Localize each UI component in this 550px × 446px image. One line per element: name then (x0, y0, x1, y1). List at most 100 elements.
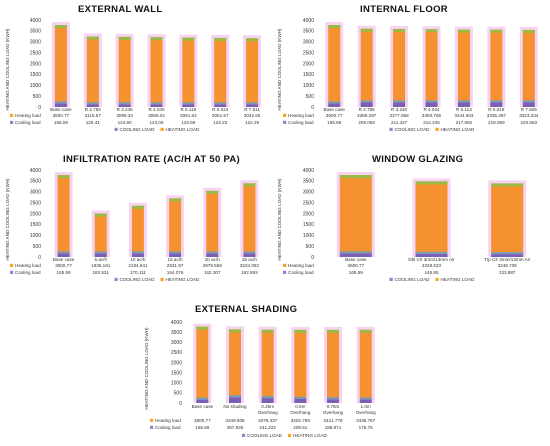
category-label: 5 ac/h (94, 257, 107, 262)
bar-cooling-load (243, 253, 256, 257)
bar-top-cap (246, 38, 259, 42)
bar-cooling-load (261, 398, 274, 403)
legend-cooling-swatch (114, 127, 118, 131)
bar-top-cap (393, 28, 406, 32)
bar-heating-load (182, 37, 195, 105)
bar-top-cap (425, 29, 438, 33)
bar-cooling-strip (206, 251, 219, 254)
bar-cooling-load (415, 253, 448, 257)
y-tick-label: 500 (33, 94, 42, 100)
legend-cooling-label: COOLING LOAD (395, 277, 431, 282)
bar-heating-load (327, 329, 339, 400)
y-tick-label: 1500 (303, 222, 314, 228)
y-tick-label: 1000 (303, 233, 314, 239)
bar-heating-load (131, 205, 144, 254)
cooling-row-marker (150, 425, 154, 429)
cooling-row-label: Cooling load (15, 270, 41, 275)
bar-heating-load (425, 29, 438, 103)
cooling-value-label: 209.092 (358, 120, 375, 125)
bar-cooling-load (246, 104, 259, 107)
bar-top-cap (182, 37, 195, 41)
category-label: R 2.794 (85, 107, 102, 112)
legend-heating-label: HEATING LOAD (166, 127, 201, 132)
category-label: No shading (223, 404, 247, 409)
y-tick-label: 1500 (30, 72, 41, 78)
heating-value-label: 3600.77 (326, 113, 343, 118)
heating-value-label: 3085.04 (148, 113, 165, 118)
bar-cooling-load (491, 254, 524, 257)
cooling-value-label: 122.29 (245, 120, 259, 125)
cooling-row-marker (10, 270, 14, 274)
y-tick-label: 1000 (303, 83, 314, 89)
bar-heating-load (360, 28, 373, 103)
bar-top-cap (54, 25, 67, 29)
legend-heating-swatch (435, 277, 439, 281)
y-tick-label: 2500 (303, 50, 314, 56)
bar-cooling-strip (359, 397, 372, 400)
category-label: Base case (192, 404, 214, 409)
bar-cooling-load (522, 102, 535, 107)
legend-heating-swatch (288, 433, 292, 437)
bar-cooling-strip (229, 395, 241, 398)
bar-top-cap (131, 205, 144, 209)
cooling-value-label: 214.245 (423, 120, 440, 125)
bar-heating-load (54, 25, 67, 104)
bar-cooling-load (327, 399, 339, 403)
heating-value-label: 3115.57 (85, 113, 102, 118)
category-label: R 4.034 (423, 107, 440, 112)
bar-top-cap (243, 183, 256, 187)
bar-cooling-load (196, 399, 209, 403)
bar-cooling-strip (457, 100, 470, 103)
y-tick-label: 2000 (171, 360, 182, 366)
heating-value-label: 3248.739 (498, 263, 518, 268)
y-tick-label: 3500 (30, 179, 41, 185)
cooling-value-label: 123.05 (149, 120, 163, 125)
chart-title: WINDOW GLAZING (372, 154, 463, 165)
y-axis-label: HEATING AND COOLING LOAD (KWH) (5, 178, 10, 261)
y-tick-label: 2500 (30, 200, 41, 206)
category-label: R 4.040 (148, 107, 165, 112)
cooling-value-label: 208.51 (293, 425, 307, 430)
category-label-line2: Overhang (258, 410, 279, 415)
bar-cooling-load (206, 253, 219, 257)
bar-cooling-strip (328, 101, 341, 104)
category-label: 0.25m (261, 404, 274, 409)
heating-row-marker (283, 263, 287, 267)
bar-cooling-load (339, 253, 372, 257)
bar-cooling-strip (54, 101, 67, 104)
bar-top-cap (457, 29, 470, 33)
legend-cooling-swatch (389, 277, 393, 281)
category-label: Base case (323, 107, 345, 112)
chart-title: EXTERNAL WALL (78, 4, 162, 15)
bar-top-cap (261, 329, 274, 333)
bar-top-cap (86, 36, 99, 40)
heating-value-label: 3042.66 (244, 113, 261, 118)
cooling-value-label: 165.59 (349, 270, 363, 275)
category-label: R 3.246 (117, 107, 134, 112)
category-label: 20 ac/h (205, 257, 221, 262)
bar-cooling-strip (131, 251, 144, 254)
heating-value-label: 3600.77 (53, 113, 70, 118)
bar-cooling-load (457, 102, 470, 107)
cooling-value-label: 211.327 (391, 120, 408, 125)
heating-value-label: 3389.297 (357, 113, 377, 118)
category-label: Dbl Clr 3mm/13mm Air (408, 257, 455, 262)
heating-value-label: 3600.77 (348, 263, 365, 268)
y-tick-label: 500 (174, 391, 183, 397)
y-tick-label: 3000 (303, 190, 314, 196)
legend-cooling-label: COOLING LOAD (247, 433, 283, 438)
cooling-row-label: Cooling load (288, 270, 314, 275)
bar-cooling-load (328, 103, 341, 107)
heating-row-label: Heating load (15, 113, 41, 118)
heating-row-label: Heating load (155, 418, 181, 423)
bar-cooling-load (393, 102, 406, 107)
category-label: 10 ac/h (130, 257, 146, 262)
y-tick-label: 1000 (171, 381, 182, 387)
bar-cooling-strip (182, 102, 195, 105)
cooling-value-label: 217.892 (456, 120, 473, 125)
y-tick-label: 1500 (171, 370, 182, 376)
bar-top-cap (415, 181, 448, 185)
bar-top-cap (491, 183, 524, 187)
bar-cooling-load (86, 104, 99, 107)
